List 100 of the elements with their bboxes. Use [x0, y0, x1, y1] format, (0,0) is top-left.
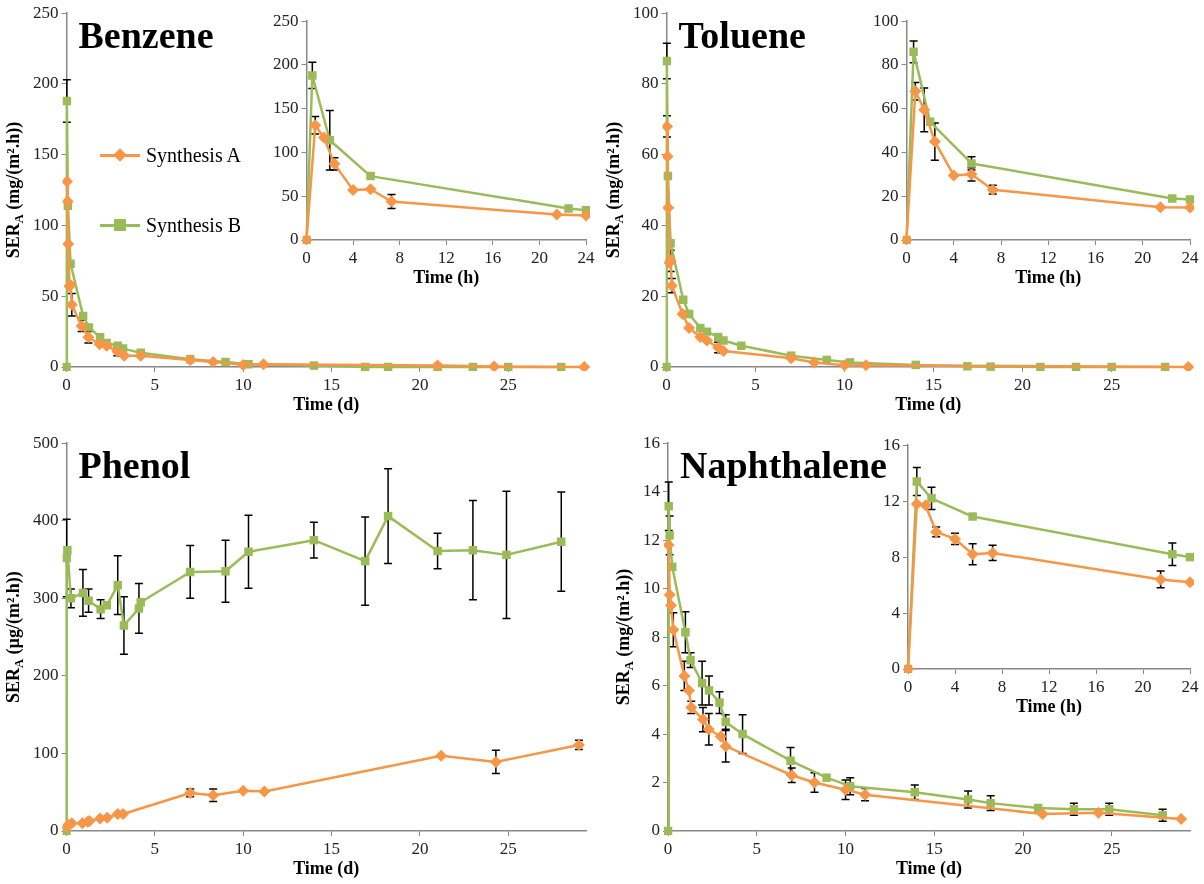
point	[700, 334, 713, 347]
point	[928, 135, 941, 148]
y-tick-label: 100	[33, 742, 59, 762]
x-tick-label: 10	[234, 374, 252, 394]
point	[662, 150, 674, 163]
x-tick-label: 10	[836, 374, 854, 394]
y-tick-label: 150	[33, 144, 59, 164]
y-tick-label: 40	[881, 141, 899, 161]
x-tick-label: 15	[925, 374, 943, 394]
y-tick-label: 8	[891, 546, 900, 566]
y-tick-label: 2	[651, 771, 660, 791]
point	[309, 119, 322, 132]
point	[66, 594, 76, 603]
y-tick-label: 100	[633, 2, 659, 22]
point	[719, 336, 728, 345]
x-tick-label: 5	[150, 374, 160, 394]
point	[1168, 550, 1177, 559]
y-tick-label: 400	[33, 510, 59, 530]
y-tick-label: 0	[650, 356, 659, 376]
y-tick-label: 20	[881, 185, 899, 205]
point	[822, 773, 831, 782]
point	[557, 537, 566, 546]
y-tick-label: 200	[33, 73, 59, 93]
y-tick-label: 80	[881, 54, 899, 74]
x-axis-title: Time (d)	[293, 857, 360, 879]
point	[966, 548, 979, 561]
point	[489, 755, 502, 768]
x-tick-label: 24	[1181, 676, 1199, 696]
point	[1092, 806, 1105, 819]
y-tick-label: 8	[651, 626, 660, 646]
x-tick-label: 10	[837, 838, 855, 858]
point	[62, 175, 74, 188]
point	[364, 183, 377, 196]
chart-title: Phenol	[78, 444, 191, 487]
chart-title: Benzene	[78, 14, 214, 57]
point	[808, 356, 821, 369]
point	[221, 566, 230, 576]
y-axis-title: SERA (mg/(m².h))	[2, 121, 26, 259]
legend-label: Synthesis A	[146, 143, 242, 167]
x-tick-label: 25	[499, 838, 517, 858]
x-tick-label: 16	[1087, 247, 1104, 267]
x-tick-label: 4	[950, 676, 960, 696]
point	[664, 826, 673, 835]
y-tick-label: 60	[641, 144, 659, 164]
point	[435, 749, 448, 762]
point	[244, 547, 253, 557]
point	[207, 356, 220, 369]
y-tick-label: 0	[290, 229, 299, 249]
y-tick-label: 100	[873, 10, 899, 30]
x-tick-label: 10	[234, 838, 252, 858]
point	[664, 539, 675, 551]
point	[696, 713, 709, 726]
point	[737, 341, 746, 351]
legend-label: Synthesis B	[146, 213, 242, 237]
x-tick-label: 15	[323, 838, 341, 858]
point	[1185, 195, 1194, 204]
point	[488, 360, 501, 371]
y-tick-label: 12	[643, 529, 660, 549]
point	[662, 120, 674, 133]
y-tick-label: 40	[641, 214, 659, 234]
x-tick-label: 12	[1039, 247, 1057, 267]
point	[986, 798, 995, 808]
point	[63, 545, 72, 555]
point	[102, 601, 112, 610]
y-tick-label: 0	[50, 820, 59, 840]
x-tick-label: 20	[411, 838, 429, 858]
point	[84, 596, 93, 605]
x-tick-label: 12	[437, 247, 455, 267]
y-tick-label: 14	[643, 481, 661, 501]
point	[1175, 812, 1188, 825]
point	[564, 204, 573, 213]
point	[433, 546, 442, 556]
point	[968, 512, 977, 521]
point	[918, 103, 931, 116]
point	[1185, 552, 1194, 562]
y-tick-label: 200	[33, 665, 59, 685]
x-axis-title: Time (d)	[895, 393, 962, 415]
point	[838, 359, 851, 371]
y-tick-label: 0	[891, 658, 900, 678]
point	[1036, 808, 1049, 821]
point	[786, 756, 795, 765]
point	[910, 497, 923, 510]
x-tick-label: 4	[348, 247, 358, 267]
point	[134, 349, 147, 362]
y-tick-label: 50	[281, 185, 299, 205]
y-tick-label: 10	[643, 578, 660, 598]
y-tick-label: 0	[50, 356, 59, 376]
point	[702, 327, 712, 336]
point	[667, 623, 680, 636]
chart-title: Toluene	[678, 14, 806, 57]
x-tick-label: 25	[499, 374, 517, 394]
x-tick-label: 20	[1014, 838, 1032, 858]
point	[1168, 194, 1177, 203]
y-tick-label: 20	[641, 285, 659, 305]
point	[664, 588, 676, 601]
point	[118, 349, 131, 362]
point	[119, 621, 129, 630]
point	[1182, 361, 1194, 371]
point	[65, 298, 78, 311]
point	[62, 195, 74, 208]
